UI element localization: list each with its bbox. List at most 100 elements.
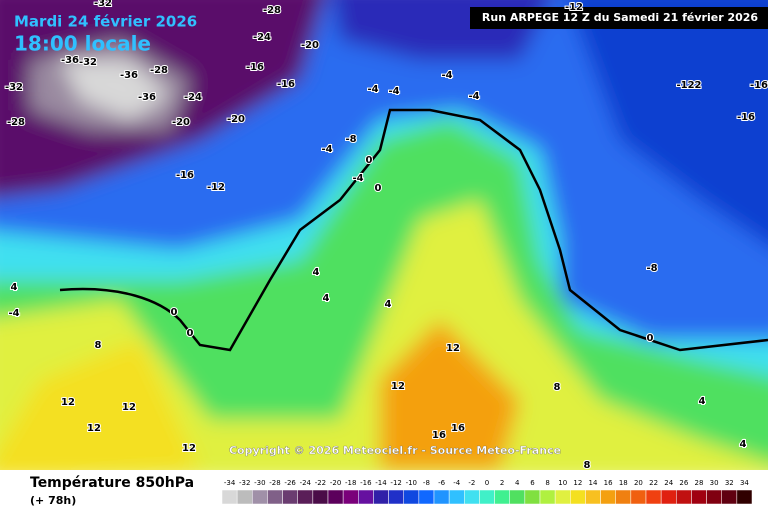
contour-label: -4 <box>8 308 19 319</box>
scale-label: 12 <box>573 479 582 487</box>
scale-swatch <box>403 489 420 505</box>
scale-label: -14 <box>375 479 387 487</box>
scale-label: 10 <box>558 479 567 487</box>
contour-label: -28 <box>7 117 25 128</box>
scale-label: 4 <box>515 479 520 487</box>
scale-label: -26 <box>284 479 296 487</box>
scale-swatch <box>554 489 571 505</box>
scale-label: -32 <box>239 479 250 487</box>
footer-lead: (+ 78h) <box>30 494 76 507</box>
scale-swatch <box>297 489 314 505</box>
contour-label: -36 <box>138 92 156 103</box>
contour-label: -36 <box>61 55 79 66</box>
contour-label: -20 <box>172 117 190 128</box>
scale-swatch <box>615 489 632 505</box>
contour-label: 0 <box>171 307 178 318</box>
scale-label: 24 <box>664 479 673 487</box>
contour-label: -4 <box>468 91 479 102</box>
contour-label: 16 <box>451 423 465 434</box>
contour-label: 4 <box>11 282 18 293</box>
scale-label: 6 <box>530 479 535 487</box>
contour-label: 0 <box>647 333 654 344</box>
contour-label: -4 <box>321 144 332 155</box>
contour-label: -122 <box>676 80 701 91</box>
contour-label: 12 <box>122 402 136 413</box>
contour-label: -24 <box>184 92 202 103</box>
scale-label: -28 <box>269 479 280 487</box>
scale-label: -4 <box>453 479 461 487</box>
contour-label: 4 <box>313 267 320 278</box>
scale-swatch <box>585 489 601 505</box>
contour-label: 8 <box>554 382 561 393</box>
scale-swatch <box>464 489 480 505</box>
contour-label: -4 <box>388 86 399 97</box>
scale-label: -22 <box>315 479 326 487</box>
scale-label: 20 <box>634 479 643 487</box>
scale-label: -24 <box>300 479 312 487</box>
scale-swatch <box>358 489 374 505</box>
contour-label: -12 <box>207 182 225 193</box>
scale-label: 0 <box>485 479 489 487</box>
contour-label: 0 <box>366 155 373 166</box>
scale-swatch <box>660 489 677 505</box>
scale-label: 26 <box>679 479 688 487</box>
contour-label: 8 <box>584 460 591 471</box>
scale-swatch <box>373 489 389 505</box>
scale-label: -6 <box>438 479 446 487</box>
scale-label: -20 <box>330 479 341 487</box>
scale-swatch <box>706 489 722 505</box>
contour-label: -36 <box>120 70 138 81</box>
contour-label: 12 <box>182 443 196 454</box>
contour-label: -12 <box>565 2 583 13</box>
run-box <box>470 7 768 29</box>
contour-label: -4 <box>352 173 363 184</box>
time: 18:00 locale <box>14 32 151 56</box>
scale-swatch <box>736 489 753 505</box>
contour-label: -4 <box>441 70 452 81</box>
scale-swatch <box>721 489 738 505</box>
scale-label: -2 <box>468 479 475 487</box>
scale-label: -30 <box>254 479 265 487</box>
scale-swatch <box>388 489 404 505</box>
scale-label: 16 <box>604 479 613 487</box>
scale-swatch <box>418 489 435 505</box>
zero-isotherm <box>59 108 768 352</box>
contour-label: -32 <box>79 57 97 68</box>
run-info: Run ARPEGE 12 Z du Samedi 21 février 202… <box>482 11 759 24</box>
contour-label: 0 <box>187 328 194 339</box>
scale-label: 30 <box>710 479 719 487</box>
contour-label: 12 <box>446 343 460 354</box>
scale-swatch <box>342 489 359 505</box>
contour-label: 12 <box>61 397 75 408</box>
scale-swatch <box>312 489 329 505</box>
contour-label: 4 <box>740 439 747 450</box>
scale-swatch <box>236 489 253 505</box>
contour-label: 0 <box>375 183 382 194</box>
scale-swatch <box>327 489 344 505</box>
contour-label: -16 <box>277 79 295 90</box>
scale-label: 2 <box>500 479 504 487</box>
contour-label: -16 <box>246 62 264 73</box>
contour-label: 8 <box>95 340 102 351</box>
scale-swatch <box>676 489 692 505</box>
scale-swatch <box>494 489 510 505</box>
scale-swatch <box>645 489 662 505</box>
scale-swatch <box>448 489 465 505</box>
scale-label: 34 <box>740 479 749 487</box>
scale-swatch <box>479 489 495 505</box>
scale-swatch <box>600 489 616 505</box>
scale-swatch <box>524 489 541 505</box>
scale-swatch <box>630 489 647 505</box>
contour-label: -32 <box>94 0 112 9</box>
contour-label: -32 <box>5 82 23 93</box>
scale-swatch <box>433 489 450 505</box>
scale-label: 28 <box>695 479 704 487</box>
contour-label: -20 <box>301 40 319 51</box>
contour-label: 12 <box>391 381 405 392</box>
scale-swatch <box>539 489 556 505</box>
contour-label: -16 <box>750 80 768 91</box>
scale-swatch <box>570 489 586 505</box>
footer-title: Température 850hPa <box>30 475 194 491</box>
